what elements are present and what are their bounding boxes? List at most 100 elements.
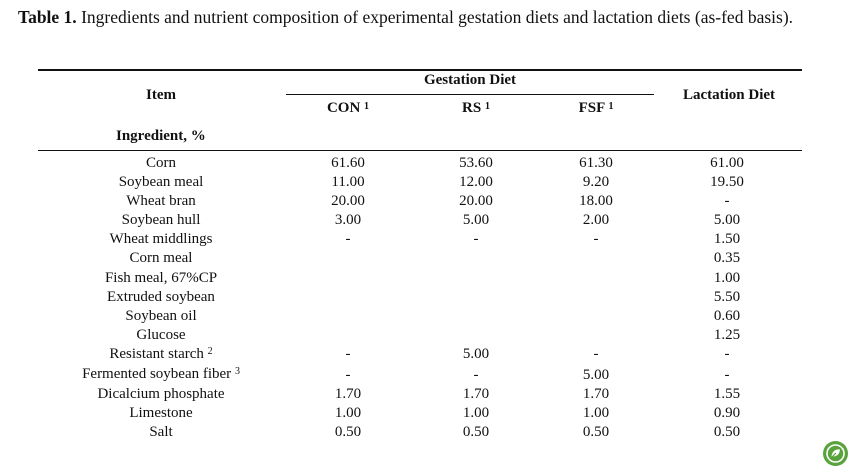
rs-value: 1.70 bbox=[462, 386, 490, 403]
con-value: 0.50 bbox=[334, 424, 362, 441]
ingredient-name-cell: Wheat middlings bbox=[38, 230, 284, 249]
con-value: - bbox=[345, 366, 351, 383]
fsf-value: 5.00 bbox=[582, 366, 610, 383]
ingredient-name: Fermented soybean fiber bbox=[82, 366, 232, 383]
rs-value bbox=[412, 288, 540, 307]
table-caption-text: Ingredients and nutrient composition of … bbox=[81, 7, 794, 27]
fsf-value: - bbox=[593, 346, 599, 363]
con-value bbox=[284, 288, 412, 307]
rs-value: - bbox=[473, 366, 479, 383]
ingredient-name-cell: Limestone bbox=[38, 404, 284, 423]
table-row: Dicalcium phosphate 1.70 1.70 1.70 1.55 bbox=[38, 385, 802, 404]
ingredient-name: Extruded soybean bbox=[107, 288, 215, 305]
ingredient-name-cell: Dicalcium phosphate bbox=[38, 385, 284, 404]
lac-value: - bbox=[724, 193, 730, 210]
lac-value: 1.55 bbox=[713, 386, 741, 403]
table-row: Resistant starch 2 - 5.00 - - bbox=[38, 345, 802, 365]
con-value: - bbox=[345, 231, 351, 248]
fsf-value bbox=[540, 288, 652, 307]
table-row: Soybean oil 0.60 bbox=[38, 307, 802, 326]
header-fsf-label: FSF bbox=[578, 100, 605, 116]
ingredient-name: Glucose bbox=[136, 326, 186, 343]
lac-value: 0.90 bbox=[713, 405, 741, 422]
header-lactation-diet: Lactation Diet bbox=[682, 87, 776, 103]
lac-value: - bbox=[724, 366, 730, 383]
ingredient-name: Wheat bran bbox=[126, 193, 196, 210]
table-label: Table 1. bbox=[18, 7, 77, 27]
header-fsf: FSF 1 bbox=[540, 100, 652, 117]
rs-value: 5.00 bbox=[462, 346, 490, 363]
header-rs: RS 1 bbox=[412, 100, 540, 117]
table-row: Soybean hull 3.00 5.00 2.00 5.00 bbox=[38, 211, 802, 230]
ingredient-name-cell: Corn bbox=[38, 154, 284, 173]
top-rule bbox=[38, 69, 802, 71]
fsf-value: 0.50 bbox=[582, 424, 610, 441]
con-value: 1.00 bbox=[334, 405, 362, 422]
con-value: 61.60 bbox=[331, 155, 365, 171]
fsf-value: 18.00 bbox=[579, 193, 613, 210]
table-row: Soybean meal 11.00 12.00 9.20 19.50 bbox=[38, 173, 802, 192]
ingredient-name-cell: Fish meal, 67%CP bbox=[38, 269, 284, 288]
table-row: Salt 0.50 0.50 0.50 0.50 bbox=[38, 423, 802, 442]
ingredient-name: Soybean meal bbox=[118, 174, 204, 191]
lac-value: - bbox=[724, 346, 730, 363]
ingredient-name-cell: Soybean oil bbox=[38, 307, 284, 326]
ingredient-name-cell: Extruded soybean bbox=[38, 288, 284, 307]
ingredient-name-cell: Soybean meal bbox=[38, 173, 284, 192]
lac-value: 1.25 bbox=[713, 326, 741, 343]
ingredient-name: Dicalcium phosphate bbox=[97, 386, 225, 403]
header-con: CON 1 bbox=[284, 100, 412, 117]
footnote-mark: 3 bbox=[234, 366, 240, 378]
con-value: - bbox=[345, 346, 351, 363]
ingredient-name: Resistant starch bbox=[109, 345, 204, 362]
lac-value: 19.50 bbox=[710, 174, 744, 191]
footnote-mark-1: 1 bbox=[364, 101, 370, 112]
table-row: Corn 61.60 53.60 61.30 61.00 bbox=[38, 154, 802, 173]
table-row: Glucose 1.25 bbox=[38, 326, 802, 345]
con-value: 11.00 bbox=[331, 174, 365, 191]
con-value bbox=[284, 326, 412, 345]
footnote-mark-1: 1 bbox=[484, 101, 490, 112]
con-value: 20.00 bbox=[331, 193, 365, 210]
rs-value: 20.00 bbox=[459, 193, 493, 210]
ingredient-name: Limestone bbox=[129, 405, 193, 422]
con-value: 1.70 bbox=[334, 386, 362, 403]
lac-value: 0.50 bbox=[713, 424, 741, 441]
lac-value: 5.00 bbox=[713, 212, 741, 229]
table-caption: Table 1. Ingredients and nutrient compos… bbox=[18, 4, 848, 31]
fsf-value bbox=[540, 326, 652, 345]
header-gestation-diet: Gestation Diet bbox=[423, 72, 517, 88]
ingredient-table: Corn 61.60 53.60 61.30 61.00 Soybean meal 11.0… bbox=[38, 154, 802, 442]
table-row: Fermented soybean fiber 3 - - 5.00 - bbox=[38, 365, 802, 385]
rs-value bbox=[412, 269, 540, 288]
header-item: Item bbox=[146, 87, 176, 103]
ingredient-name-cell: Corn meal bbox=[38, 249, 284, 268]
rs-value bbox=[412, 326, 540, 345]
ingredient-name: Soybean oil bbox=[125, 307, 197, 324]
fsf-value: 61.30 bbox=[579, 155, 613, 171]
ingredient-name: Wheat middlings bbox=[109, 231, 213, 248]
con-value bbox=[284, 249, 412, 268]
fsf-value bbox=[540, 249, 652, 268]
lac-value: 5.50 bbox=[713, 288, 741, 305]
rs-value: 5.00 bbox=[462, 212, 490, 229]
lac-value: 61.00 bbox=[710, 155, 744, 171]
table-row: Corn meal 0.35 bbox=[38, 249, 802, 268]
ingredient-name-cell: Wheat bran bbox=[38, 192, 284, 211]
rs-value: 0.50 bbox=[462, 424, 490, 441]
con-value: 3.00 bbox=[334, 212, 362, 229]
header-con-label: CON bbox=[326, 100, 361, 116]
lac-value: 0.35 bbox=[713, 250, 741, 267]
fsf-value bbox=[540, 307, 652, 326]
rs-value: 1.00 bbox=[462, 405, 490, 422]
con-value bbox=[284, 269, 412, 288]
fsf-value: 2.00 bbox=[582, 212, 610, 229]
footnote-mark: 2 bbox=[207, 345, 213, 357]
rs-value: - bbox=[473, 231, 479, 248]
footnote-mark-1: 1 bbox=[608, 101, 614, 112]
lac-value: 0.60 bbox=[713, 307, 741, 324]
ingredient-name-cell: Soybean hull bbox=[38, 211, 284, 230]
table-row: Wheat bran 20.00 20.00 18.00 - bbox=[38, 192, 802, 211]
table-row: Fish meal, 67%CP 1.00 bbox=[38, 269, 802, 288]
table-row: Extruded soybean 5.50 bbox=[38, 288, 802, 307]
